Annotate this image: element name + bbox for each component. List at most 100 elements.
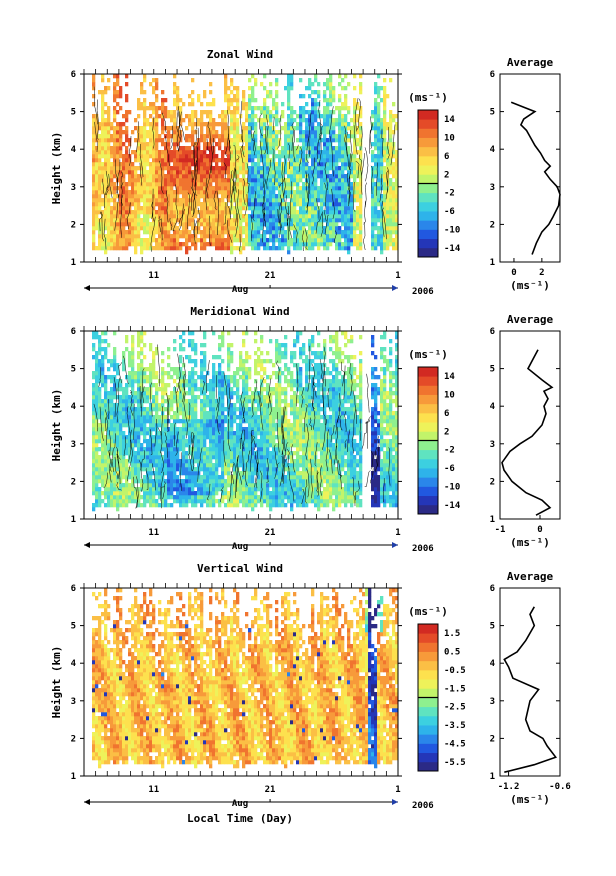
heatmap-cell bbox=[287, 206, 291, 211]
heatmap-cell bbox=[194, 403, 198, 408]
heatmap-cell bbox=[302, 222, 306, 227]
heatmap-cell bbox=[110, 475, 114, 480]
heatmap-cell bbox=[251, 106, 255, 111]
contour-line bbox=[363, 201, 366, 225]
heatmap-cell bbox=[251, 178, 255, 183]
heatmap-cell bbox=[344, 146, 348, 151]
heatmap-cell bbox=[113, 411, 117, 416]
heatmap-cell bbox=[290, 106, 294, 111]
heatmap-cell bbox=[206, 102, 210, 107]
date-axis-arrow bbox=[84, 285, 90, 291]
heatmap-cell bbox=[275, 214, 279, 219]
heatmap-cell bbox=[347, 154, 351, 159]
heatmap-cell bbox=[233, 118, 237, 123]
heatmap-cell bbox=[332, 234, 336, 239]
heatmap-cell bbox=[176, 162, 180, 167]
heatmap-cell bbox=[140, 359, 144, 364]
heatmap-cell bbox=[350, 170, 354, 175]
heatmap-cell bbox=[278, 166, 282, 171]
heatmap-cell bbox=[302, 134, 306, 139]
heatmap-cell bbox=[374, 242, 378, 247]
heatmap-cell bbox=[134, 379, 138, 384]
heatmap-cell bbox=[278, 214, 282, 219]
heatmap-cell bbox=[185, 495, 189, 500]
heatmap-cell bbox=[230, 166, 234, 171]
heatmap-cell bbox=[110, 407, 114, 412]
heatmap-cell bbox=[137, 343, 141, 348]
heatmap-cell bbox=[338, 126, 342, 131]
heatmap-cell bbox=[101, 150, 105, 155]
heatmap-cell bbox=[179, 419, 183, 424]
heatmap-cell bbox=[170, 158, 174, 163]
heatmap-cell bbox=[128, 495, 132, 500]
heatmap-cell bbox=[266, 226, 270, 231]
heatmap-cell bbox=[233, 182, 237, 187]
heatmap-cell bbox=[110, 122, 114, 127]
heatmap-cell bbox=[212, 102, 216, 107]
heatmap-cell bbox=[299, 170, 303, 175]
contour-line bbox=[252, 190, 256, 222]
heatmap-cell bbox=[185, 355, 189, 360]
heatmap-cell bbox=[284, 150, 288, 155]
heatmap-cell bbox=[107, 130, 111, 135]
heatmap-cell bbox=[113, 162, 117, 167]
heatmap-cell bbox=[242, 226, 246, 231]
heatmap-cell bbox=[173, 194, 177, 199]
heatmap-cell bbox=[248, 214, 252, 219]
heatmap-cell bbox=[200, 383, 204, 388]
heatmap-cell bbox=[233, 146, 237, 151]
heatmap-cell bbox=[116, 463, 120, 468]
heatmap-cell bbox=[296, 122, 300, 127]
contour-line bbox=[94, 121, 98, 153]
heatmap-cell bbox=[188, 399, 192, 404]
heatmap-cell bbox=[287, 238, 291, 243]
heatmap-cell bbox=[209, 222, 213, 227]
heatmap-cell bbox=[110, 463, 114, 468]
heatmap-cell bbox=[251, 94, 255, 99]
contour-line bbox=[178, 111, 182, 152]
heatmap-cell bbox=[245, 110, 249, 115]
heatmap-cell bbox=[275, 230, 279, 235]
heatmap-cell bbox=[164, 198, 168, 203]
heatmap-cell bbox=[149, 415, 153, 420]
heatmap-cell bbox=[344, 214, 348, 219]
heatmap-cell bbox=[329, 174, 333, 179]
heatmap-cell bbox=[350, 210, 354, 215]
heatmap-cell bbox=[269, 230, 273, 235]
heatmap-cell bbox=[176, 218, 180, 223]
heatmap-cell bbox=[143, 198, 147, 203]
heatmap-cell bbox=[140, 479, 144, 484]
heatmap-cell bbox=[182, 182, 186, 187]
heatmap-cell bbox=[188, 439, 192, 444]
contour-line bbox=[281, 161, 285, 202]
heatmap-cell bbox=[173, 182, 177, 187]
heatmap-cell bbox=[314, 190, 318, 195]
heatmap-cell bbox=[152, 190, 156, 195]
heatmap-cell bbox=[287, 174, 291, 179]
heatmap-cell bbox=[245, 114, 249, 119]
heatmap-cell bbox=[287, 146, 291, 151]
heatmap-cell bbox=[134, 194, 138, 199]
heatmap-cell bbox=[152, 86, 156, 91]
heatmap-cell bbox=[392, 198, 396, 203]
heatmap-cell bbox=[185, 158, 189, 163]
heatmap-cell bbox=[155, 114, 159, 119]
heatmap-cell bbox=[107, 447, 111, 452]
heatmap-cell bbox=[308, 146, 312, 151]
heatmap-cell bbox=[317, 190, 321, 195]
heatmap-cell bbox=[158, 198, 162, 203]
heatmap-cell bbox=[155, 226, 159, 231]
heatmap-cell bbox=[239, 182, 243, 187]
heatmap-cell bbox=[188, 174, 192, 179]
heatmap-cell bbox=[290, 222, 294, 227]
heatmap-cell bbox=[371, 174, 375, 179]
heatmap-cell bbox=[224, 118, 228, 123]
heatmap-cell bbox=[152, 355, 156, 360]
heatmap-cell bbox=[197, 142, 201, 147]
heatmap-cell bbox=[230, 118, 234, 123]
heatmap-cell bbox=[230, 178, 234, 183]
heatmap-cell bbox=[101, 415, 105, 420]
heatmap-cell bbox=[326, 218, 330, 223]
heatmap-cell bbox=[200, 467, 204, 472]
heatmap-cell bbox=[344, 158, 348, 163]
